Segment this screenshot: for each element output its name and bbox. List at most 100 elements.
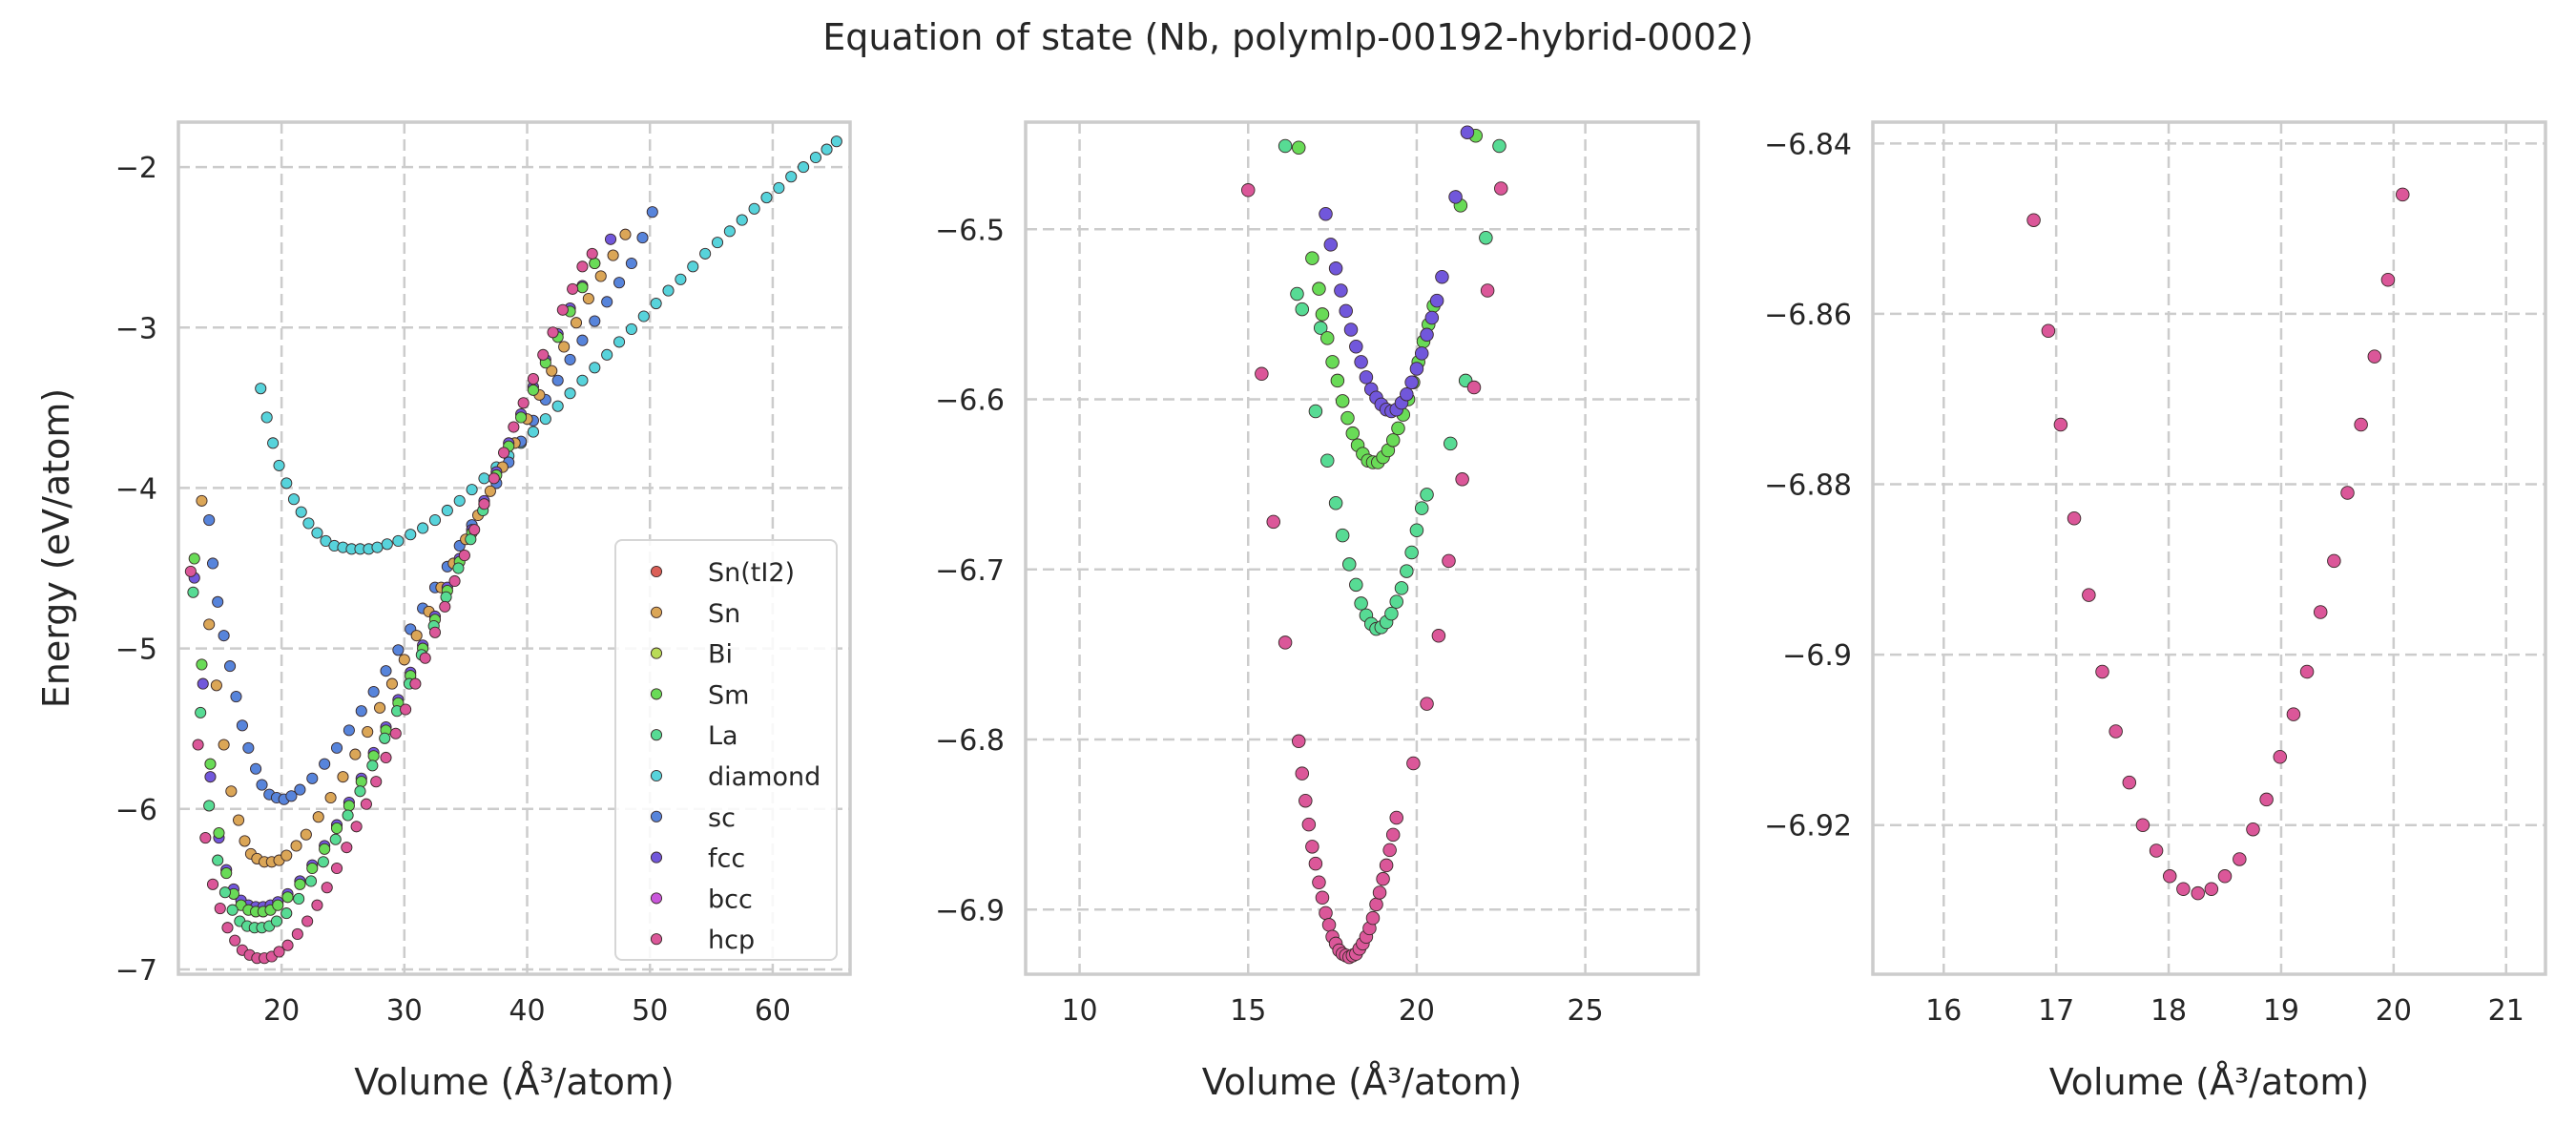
data-point bbox=[2273, 750, 2288, 764]
data-point bbox=[527, 373, 539, 385]
figure-title: Equation of state (Nb, polymlp-00192-hyb… bbox=[822, 16, 1754, 58]
data-point bbox=[317, 856, 329, 868]
y-tick-label: −5 bbox=[115, 634, 157, 667]
legend-item: La bbox=[650, 721, 738, 751]
data-point bbox=[290, 840, 302, 852]
data-point bbox=[466, 484, 478, 496]
data-point bbox=[465, 533, 477, 546]
data-point bbox=[1429, 293, 1444, 308]
x-tick-label: 30 bbox=[386, 994, 423, 1028]
data-point bbox=[343, 724, 355, 737]
data-point bbox=[1420, 327, 1434, 343]
data-point bbox=[212, 854, 224, 866]
legend-marker bbox=[650, 933, 663, 946]
data-point bbox=[1321, 918, 1337, 932]
data-point bbox=[439, 600, 451, 613]
data-point bbox=[221, 922, 234, 934]
plot-area bbox=[1026, 122, 1698, 974]
data-point bbox=[576, 260, 589, 273]
series-sn bbox=[196, 228, 632, 868]
panel-zoom-hcp: 16 17 18 19 20 21 −6.84 −6.86 −6.88 −6.9 −6.92 Volu… bbox=[1764, 120, 2547, 1103]
data-point bbox=[564, 353, 576, 365]
data-point bbox=[306, 862, 319, 875]
data-point bbox=[604, 233, 617, 245]
data-point bbox=[212, 595, 224, 608]
data-point bbox=[270, 915, 283, 927]
data-point bbox=[342, 809, 354, 822]
y-tick-label: −6.84 bbox=[1764, 128, 1852, 161]
data-point bbox=[488, 472, 500, 485]
data-point bbox=[551, 400, 564, 412]
y-tick-label: −7 bbox=[115, 954, 157, 988]
data-point bbox=[1420, 697, 1434, 711]
data-point bbox=[330, 741, 343, 754]
data-point bbox=[2026, 213, 2041, 227]
legend-label: diamond bbox=[708, 762, 821, 792]
scatter-points bbox=[2026, 187, 2410, 901]
data-point bbox=[2053, 417, 2068, 432]
data-point bbox=[273, 459, 285, 471]
data-point bbox=[392, 644, 405, 656]
data-point bbox=[196, 658, 208, 671]
data-point bbox=[760, 191, 773, 204]
data-point bbox=[576, 374, 589, 386]
data-point bbox=[1341, 557, 1357, 572]
series-hcp bbox=[184, 247, 598, 965]
data-point bbox=[203, 800, 216, 812]
data-point bbox=[370, 776, 383, 788]
data-point bbox=[699, 247, 712, 260]
legend-marker bbox=[650, 729, 663, 741]
data-point bbox=[319, 758, 331, 770]
data-point bbox=[1349, 577, 1363, 593]
data-point bbox=[225, 785, 238, 798]
legend-item: bcc bbox=[650, 885, 753, 914]
data-point bbox=[1424, 310, 1440, 325]
data-point bbox=[1312, 281, 1326, 296]
data-point bbox=[195, 706, 207, 718]
y-tick-label: −6.6 bbox=[935, 385, 1005, 418]
data-point bbox=[218, 886, 231, 899]
data-point bbox=[1372, 885, 1387, 900]
data-point bbox=[517, 397, 530, 409]
data-point bbox=[2217, 869, 2233, 884]
data-point bbox=[295, 506, 307, 518]
data-point bbox=[291, 927, 303, 941]
data-point bbox=[321, 882, 333, 894]
data-point bbox=[300, 828, 312, 841]
legend-label: sc bbox=[708, 803, 736, 833]
legend-box bbox=[614, 539, 838, 961]
axes-frame bbox=[177, 120, 852, 976]
x-tick-label: 17 bbox=[2038, 994, 2074, 1028]
data-point bbox=[1295, 766, 1310, 781]
data-point bbox=[2109, 724, 2123, 739]
data-point bbox=[1298, 793, 1313, 808]
data-point bbox=[206, 878, 219, 890]
data-point bbox=[203, 618, 216, 631]
data-point bbox=[736, 214, 748, 226]
data-point bbox=[293, 892, 305, 906]
data-point bbox=[242, 741, 255, 754]
legend-item: Sn bbox=[650, 599, 740, 629]
legend-marker bbox=[650, 647, 663, 659]
data-point bbox=[210, 679, 222, 692]
x-tick-label: 25 bbox=[1568, 994, 1604, 1028]
data-point bbox=[380, 751, 392, 764]
data-point bbox=[1448, 190, 1463, 204]
data-point bbox=[576, 334, 589, 346]
x-axis-label: Volume (Å³/atom) bbox=[354, 1061, 675, 1103]
data-point bbox=[301, 915, 314, 927]
data-point bbox=[1335, 528, 1350, 543]
data-point bbox=[320, 534, 332, 547]
data-point bbox=[1291, 734, 1306, 749]
data-point bbox=[1266, 514, 1280, 530]
data-point bbox=[312, 811, 324, 823]
data-point bbox=[2313, 605, 2328, 619]
data-point bbox=[1466, 380, 1482, 395]
plot-area bbox=[1873, 122, 2545, 974]
axes-frame bbox=[1024, 120, 1700, 976]
x-axis-label: Volume (Å³/atom) bbox=[2049, 1061, 2370, 1103]
legend-label: Sm bbox=[708, 680, 749, 710]
data-point bbox=[1420, 488, 1434, 502]
data-point bbox=[330, 822, 343, 835]
data-point bbox=[184, 565, 197, 577]
